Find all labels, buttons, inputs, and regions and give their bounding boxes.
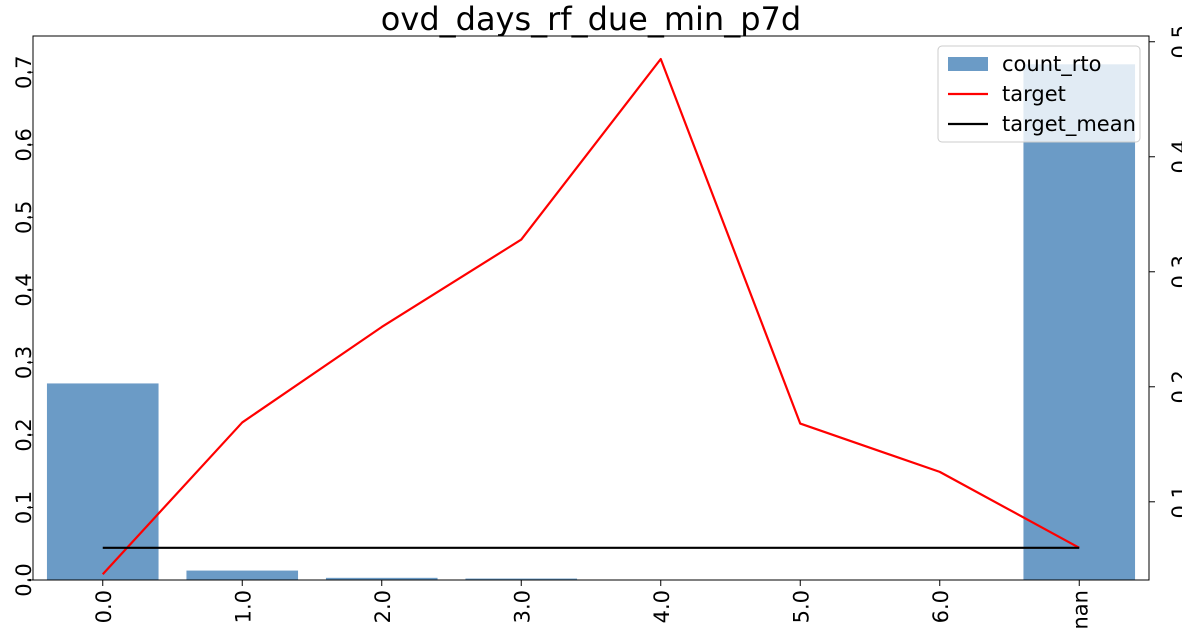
bar-1.0 bbox=[186, 570, 299, 580]
y-left-tick-label: 0.5 bbox=[12, 201, 36, 234]
x-tick-label: 1.0 bbox=[231, 590, 255, 623]
bar-0.0 bbox=[46, 383, 159, 580]
bar-2.0 bbox=[325, 577, 438, 580]
y-left-tick-label: 0.4 bbox=[12, 273, 36, 306]
y-right-tick-label: 0.3 bbox=[1168, 255, 1182, 288]
series-line-target bbox=[101, 57, 1080, 575]
x-tick-label: 3.0 bbox=[510, 590, 534, 623]
chart-title: ovd_days_rf_due_min_p7d bbox=[381, 0, 801, 38]
y-left-tick-label: 0.1 bbox=[12, 491, 36, 524]
lines-group bbox=[101, 57, 1080, 575]
x-tick-label: 4.0 bbox=[650, 590, 674, 623]
y-left-tick-label: 0.7 bbox=[12, 56, 36, 89]
y-left-tick-label: 0.2 bbox=[12, 418, 36, 451]
bar-nan bbox=[1023, 64, 1136, 580]
y-right-tick-label: 0.2 bbox=[1168, 370, 1182, 403]
y-right-tick-label: 0.4 bbox=[1168, 140, 1182, 173]
legend-box bbox=[937, 45, 1141, 143]
x-tick-label: 6.0 bbox=[929, 590, 953, 623]
legend-label-target: target bbox=[1002, 82, 1066, 106]
bar-3.0 bbox=[465, 578, 578, 580]
y-right-tick-label: 0.5 bbox=[1168, 25, 1182, 58]
y-left-tick-label: 0.6 bbox=[12, 128, 36, 161]
x-tick-label: nan bbox=[1068, 590, 1092, 630]
y-left-tick-label: 0.0 bbox=[12, 563, 36, 596]
legend-swatch-count_rto bbox=[948, 57, 988, 71]
x-tick-label: 2.0 bbox=[371, 590, 395, 623]
x-tick-label: 0.0 bbox=[92, 590, 116, 623]
bars-group bbox=[46, 64, 1136, 580]
axes-group: 0.0 1.0 2.0 3.0 4.0 5.0 6.0 nan 0.0 0.1 0.2 0.3 0.4 0… bbox=[12, 25, 1182, 629]
legend-label-target_mean: target_mean bbox=[1002, 112, 1136, 137]
legend-label-count_rto: count_rto bbox=[1002, 52, 1101, 77]
x-tick-label: 5.0 bbox=[789, 590, 813, 623]
plot-frame bbox=[32, 35, 1150, 581]
y-right-tick-label: 0.1 bbox=[1168, 485, 1182, 518]
y-left-tick-label: 0.3 bbox=[12, 346, 36, 379]
